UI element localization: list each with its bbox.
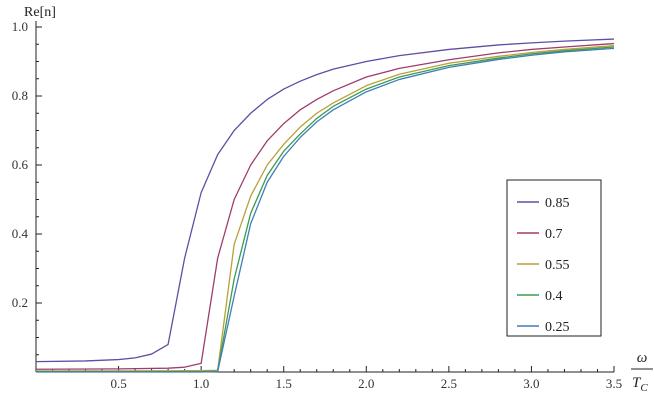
x-axis-title-denominator: TC <box>632 375 648 394</box>
legend-label: 0.4 <box>545 289 563 304</box>
x-tick-label: 1.0 <box>193 376 209 391</box>
x-tick-label: 3.0 <box>523 376 539 391</box>
y-axis-title: Re[n] <box>24 5 56 20</box>
x-axis-title-numerator: ω <box>637 350 648 366</box>
series-line-0-85 <box>35 38 615 363</box>
x-axis-title-denominator-subscript: C <box>640 382 648 394</box>
series-lines <box>35 38 615 373</box>
legend-label: 0.85 <box>545 196 570 211</box>
x-tick-label: 3.5 <box>606 376 622 391</box>
legend: 0.85 0.7 0.55 0.4 0.25 <box>506 179 602 337</box>
y-tick-label: 0.8 <box>12 88 28 103</box>
legend-label: 0.55 <box>545 258 570 273</box>
series-line-0-7 <box>35 42 615 370</box>
x-axis-title: ω TC <box>631 350 653 394</box>
x-axis-title-denominator-main: T <box>632 375 642 391</box>
x-tick-label: 0.5 <box>110 376 126 391</box>
legend-box <box>506 179 602 337</box>
y-tick-label: 1.0 <box>12 19 28 34</box>
legend-label: 0.25 <box>545 320 570 335</box>
y-tick-label: 0.2 <box>12 295 28 310</box>
y-tick-label: 0.4 <box>12 226 29 241</box>
series-line-0-25 <box>36 47 615 373</box>
legend-items: 0.85 0.7 0.55 0.4 0.25 <box>517 196 570 335</box>
legend-label: 0.7 <box>545 227 563 242</box>
x-tick-label: 1.5 <box>276 376 292 391</box>
y-tick-label: 0.6 <box>12 157 29 172</box>
ticks: 0.5 1.0 1.5 2.0 2.5 3.0 3.5 0.2 0.4 0.6 0.8 1.0 <box>12 19 622 391</box>
x-tick-label: 2.0 <box>358 376 374 391</box>
series-line-0-55 <box>36 44 615 372</box>
x-tick-label: 2.5 <box>441 376 457 391</box>
